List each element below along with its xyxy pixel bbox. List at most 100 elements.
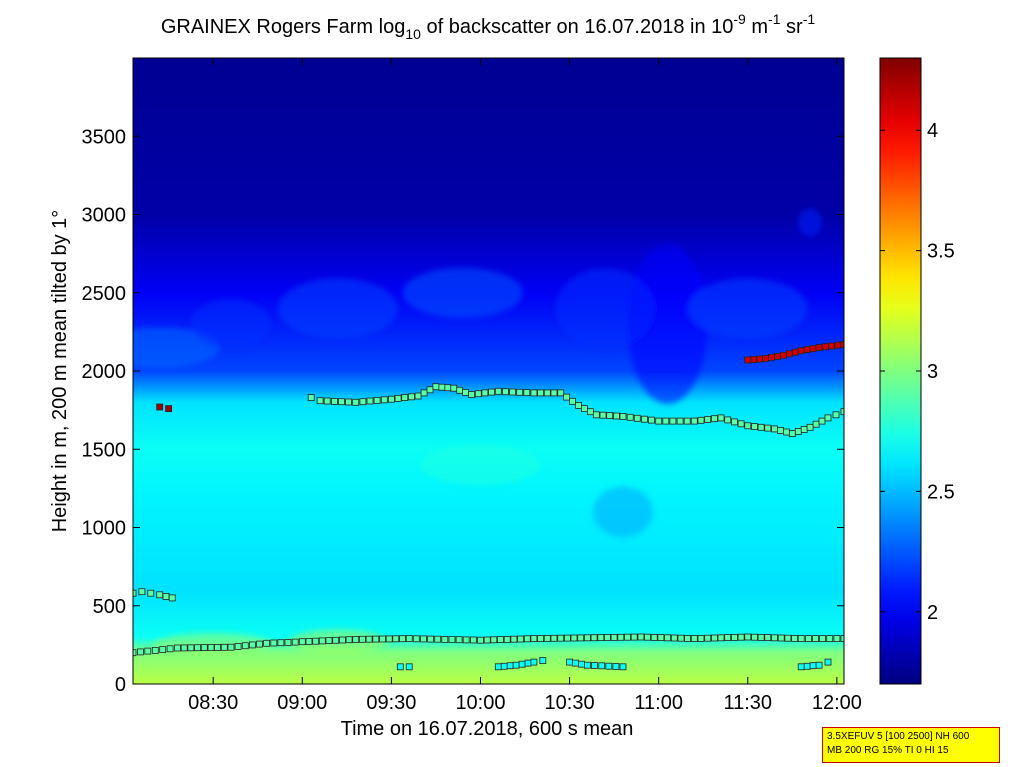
layer-marker	[791, 348, 799, 356]
layer-marker	[481, 389, 489, 397]
layer-marker	[156, 591, 164, 599]
field-variation	[191, 299, 272, 350]
layer-marker	[220, 643, 228, 651]
layer-marker	[599, 411, 607, 419]
field-variation	[420, 444, 541, 485]
y-tick-label: 500	[93, 596, 126, 618]
layer-marker	[840, 635, 844, 642]
layer-marker	[744, 356, 752, 364]
layer-marker	[277, 639, 285, 647]
layer-marker	[564, 634, 571, 642]
layer-marker	[569, 397, 576, 405]
layer-marker	[187, 644, 195, 652]
layer-marker	[248, 641, 256, 649]
layer-marker	[598, 662, 606, 670]
x-axis: 08:30 09:00 09:30 10:00 10:30 11:00 11:30 12:00	[188, 58, 862, 714]
layer-marker	[426, 386, 434, 394]
layer-marker	[697, 635, 705, 642]
layer-marker	[323, 397, 331, 405]
layer-marker	[516, 388, 524, 396]
layer-marker	[677, 634, 685, 642]
layer-marker	[584, 634, 591, 642]
layer-marker	[312, 637, 320, 645]
layer-marker	[783, 428, 790, 436]
layer-marker	[200, 644, 208, 651]
layer-marker	[828, 342, 835, 350]
layer-marker	[510, 635, 518, 643]
layer-marker	[352, 636, 360, 643]
colorbar-tick-label: 3	[927, 361, 938, 383]
layer-marker	[786, 350, 793, 358]
layer-marker	[523, 389, 531, 397]
layer-marker	[488, 388, 496, 396]
layer-marker	[833, 635, 841, 642]
layer-marker	[174, 644, 181, 652]
layer-marker	[744, 633, 752, 641]
layer-marker	[812, 420, 820, 428]
layer-marker	[774, 352, 781, 360]
layer-marker	[630, 633, 638, 641]
layer-marker	[490, 636, 498, 644]
x-tick-label: 12:00	[812, 692, 862, 714]
layer-marker	[664, 634, 671, 642]
layer-marker	[750, 356, 758, 363]
layer-marker	[405, 635, 413, 642]
layer-marker	[316, 397, 324, 405]
backscatter-field	[133, 58, 844, 684]
layer-marker	[771, 425, 778, 433]
layer-marker	[724, 416, 732, 424]
layer-marker	[537, 389, 544, 397]
chart-title: GRAINEX Rogers Farm log10 of backscatter…	[161, 11, 816, 42]
layer-marker	[379, 635, 386, 643]
colorbar-tick-label: 4	[927, 120, 938, 142]
layer-marker	[543, 635, 551, 642]
x-tick-label: 08:30	[188, 692, 238, 714]
layer-marker	[563, 393, 570, 401]
layer-marker	[832, 411, 840, 419]
layer-marker	[477, 636, 484, 644]
x-tick-label: 11:30	[723, 692, 772, 714]
layer-marker	[524, 659, 532, 667]
layer-marker	[214, 644, 222, 651]
layer-marker	[581, 405, 588, 413]
layer-marker	[757, 634, 765, 641]
layer-marker	[597, 634, 605, 641]
y-tick-label: 3500	[82, 126, 127, 148]
layer-marker	[530, 658, 538, 666]
layer-marker	[166, 645, 174, 653]
layer-marker	[165, 405, 173, 413]
layer-marker	[474, 390, 482, 398]
layer-marker	[557, 389, 565, 397]
layer-marker	[407, 393, 415, 401]
layer-marker	[690, 635, 698, 642]
layer-marker	[500, 662, 508, 670]
layer-marker	[578, 660, 585, 668]
layer-marker	[751, 633, 758, 641]
layer-marker	[670, 634, 678, 642]
x-tick-label: 11:00	[634, 692, 683, 714]
y-axis: 0 500 1000 1500 2000 2500 3000 3500	[82, 126, 844, 696]
layer-marker	[539, 657, 547, 664]
layer-marker	[613, 412, 620, 420]
layer-marker	[494, 663, 502, 671]
layer-marker	[385, 635, 393, 643]
y-tick-label: 2500	[82, 283, 127, 305]
layer-marker	[762, 355, 769, 362]
layer-marker	[506, 662, 514, 670]
layer-marker	[797, 347, 805, 355]
layer-marker	[469, 636, 477, 644]
layer-marker	[147, 589, 155, 597]
layer-marker	[812, 635, 819, 642]
layer-marker	[358, 635, 366, 643]
layer-marker	[307, 394, 315, 402]
layer-marker	[591, 662, 598, 669]
layer-marker	[366, 397, 374, 405]
layer-marker	[819, 635, 826, 642]
layer-marker	[530, 635, 538, 642]
layer-marker	[683, 417, 691, 425]
layer-marker	[530, 389, 538, 397]
layer-marker	[840, 408, 844, 416]
layer-marker	[420, 635, 427, 643]
layer-marker	[788, 430, 796, 438]
